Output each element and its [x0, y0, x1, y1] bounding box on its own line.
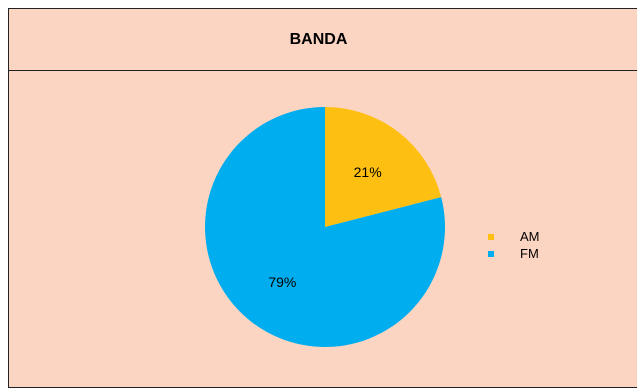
chart-title: BANDA — [289, 30, 348, 48]
pie-slice-am — [325, 107, 442, 227]
legend-label-fm: FM — [520, 246, 539, 261]
chart-legend: AM FM — [488, 229, 540, 261]
legend-swatch-fm — [488, 251, 494, 257]
pie-slices — [205, 107, 446, 347]
pie-slice-labels: 21% 79% — [268, 164, 381, 290]
pie-chart: 21% 79% AM FM — [205, 107, 540, 347]
legend-swatch-am — [488, 234, 494, 240]
pie-slice-fm — [205, 107, 446, 347]
title-row: BANDA — [9, 9, 637, 71]
slice-label-am: 21% — [354, 164, 382, 180]
legend-label-am: AM — [520, 229, 540, 244]
slice-label-fm: 79% — [268, 274, 296, 290]
